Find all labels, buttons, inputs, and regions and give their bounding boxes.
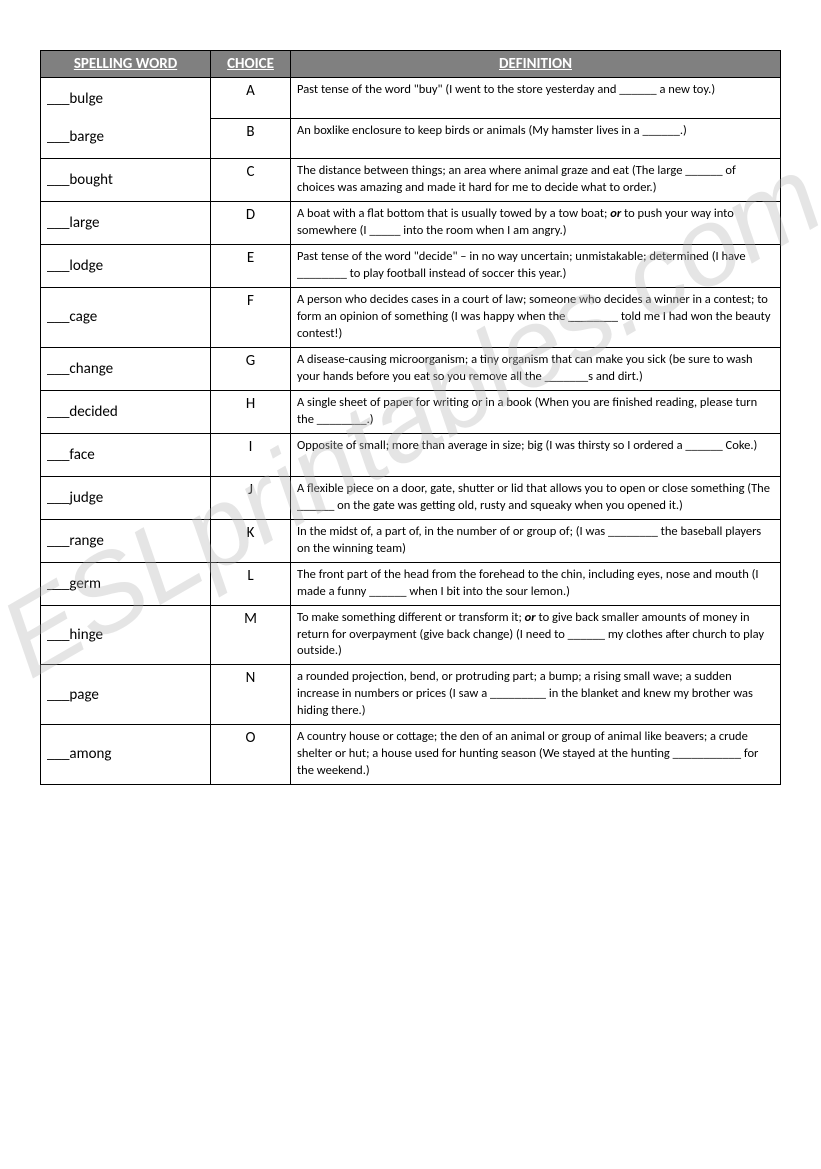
- table-row: ___bulge___bargeAPast tense of the word …: [41, 78, 781, 119]
- table-row: ___lodge EPast tense of the word "decide"…: [41, 245, 781, 288]
- table-row: ___change GA disease-causing microorganis…: [41, 347, 781, 390]
- choice-cell: B: [211, 118, 291, 159]
- definition-cell: Past tense of the word "buy" (I went to …: [291, 78, 781, 119]
- definition-cell: The distance between things; an area whe…: [291, 159, 781, 202]
- word-cell: ___change: [41, 347, 211, 390]
- table-row: ___page Na rounded projection, bend, or p…: [41, 665, 781, 725]
- choice-cell: C: [211, 159, 291, 202]
- table-row: ___cage FA person who decides cases in a …: [41, 288, 781, 348]
- word-cell: ___judge: [41, 476, 211, 519]
- spelling-word: ___hinge: [47, 622, 204, 648]
- definition-cell: An boxlike enclosure to keep birds or an…: [291, 118, 781, 159]
- spelling-word: ___cage: [47, 304, 204, 330]
- definition-cell: Past tense of the word "decide" – in no …: [291, 245, 781, 288]
- spelling-word: ___barge: [47, 124, 204, 150]
- spelling-word: ___range: [47, 528, 204, 554]
- word-cell: ___cage: [41, 288, 211, 348]
- choice-cell: M: [211, 605, 291, 665]
- word-cell: ___among: [41, 724, 211, 784]
- table-row: ___among OA country house or cottage; the…: [41, 724, 781, 784]
- choice-cell: A: [211, 78, 291, 119]
- word-cell: ___large: [41, 202, 211, 245]
- table-row: ___face IOpposite of small; more than ave…: [41, 433, 781, 476]
- definition-cell: To make something different or transform…: [291, 605, 781, 665]
- table-row: ___hinge MTo make something different or …: [41, 605, 781, 665]
- spelling-word: ___face: [47, 442, 204, 468]
- definition-cell: A flexible piece on a door, gate, shutte…: [291, 476, 781, 519]
- spelling-word: ___lodge: [47, 253, 204, 279]
- choice-cell: H: [211, 390, 291, 433]
- word-cell: ___germ: [41, 562, 211, 605]
- spelling-word: ___bulge: [47, 86, 204, 112]
- choice-cell: F: [211, 288, 291, 348]
- choice-cell: O: [211, 724, 291, 784]
- spelling-word: ___judge: [47, 485, 204, 511]
- word-cell: ___face: [41, 433, 211, 476]
- spelling-word: ___large: [47, 210, 204, 236]
- definition-cell: A single sheet of paper for writing or i…: [291, 390, 781, 433]
- choice-cell: L: [211, 562, 291, 605]
- definition-cell: a rounded projection, bend, or protrudin…: [291, 665, 781, 725]
- header-definition: DEFINITION: [291, 51, 781, 78]
- definition-cell: A disease-causing microorganism; a tiny …: [291, 347, 781, 390]
- choice-cell: D: [211, 202, 291, 245]
- spelling-word: ___change: [47, 356, 204, 382]
- spelling-word: ___among: [47, 741, 204, 767]
- header-row: SPELLING WORD CHOICE DEFINITION: [41, 51, 781, 78]
- choice-cell: N: [211, 665, 291, 725]
- definition-cell: A country house or cottage; the den of a…: [291, 724, 781, 784]
- spelling-word: ___page: [47, 682, 204, 708]
- word-cell: ___hinge: [41, 605, 211, 665]
- header-word: SPELLING WORD: [41, 51, 211, 78]
- spelling-word: ___decided: [47, 399, 204, 425]
- spelling-word: ___bought: [47, 167, 204, 193]
- word-cell: ___page: [41, 665, 211, 725]
- word-cell: ___lodge: [41, 245, 211, 288]
- choice-cell: K: [211, 519, 291, 562]
- definition-cell: A person who decides cases in a court of…: [291, 288, 781, 348]
- definition-cell: In the midst of, a part of, in the numbe…: [291, 519, 781, 562]
- choice-cell: E: [211, 245, 291, 288]
- table-row: ___range KIn the midst of, a part of, in …: [41, 519, 781, 562]
- word-cell: ___range: [41, 519, 211, 562]
- definition-cell: A boat with a flat bottom that is usuall…: [291, 202, 781, 245]
- table-row: ___bought CThe distance between things; a…: [41, 159, 781, 202]
- word-cell: ___bought: [41, 159, 211, 202]
- choice-cell: G: [211, 347, 291, 390]
- word-cell: ___bulge ___barge: [41, 78, 211, 159]
- spelling-table: SPELLING WORD CHOICE DEFINITION ___bulge…: [40, 50, 781, 785]
- header-choice: CHOICE: [211, 51, 291, 78]
- table-row: ___judge JA flexible piece on a door, gat…: [41, 476, 781, 519]
- spelling-word: ___germ: [47, 571, 204, 597]
- table-row: ___germ LThe front part of the head from …: [41, 562, 781, 605]
- choice-cell: I: [211, 433, 291, 476]
- definition-cell: The front part of the head from the fore…: [291, 562, 781, 605]
- table-row: ___decided HA single sheet of paper for w…: [41, 390, 781, 433]
- table-row: ___large DA boat with a flat bottom that …: [41, 202, 781, 245]
- definition-cell: Opposite of small; more than average in …: [291, 433, 781, 476]
- choice-cell: J: [211, 476, 291, 519]
- word-cell: ___decided: [41, 390, 211, 433]
